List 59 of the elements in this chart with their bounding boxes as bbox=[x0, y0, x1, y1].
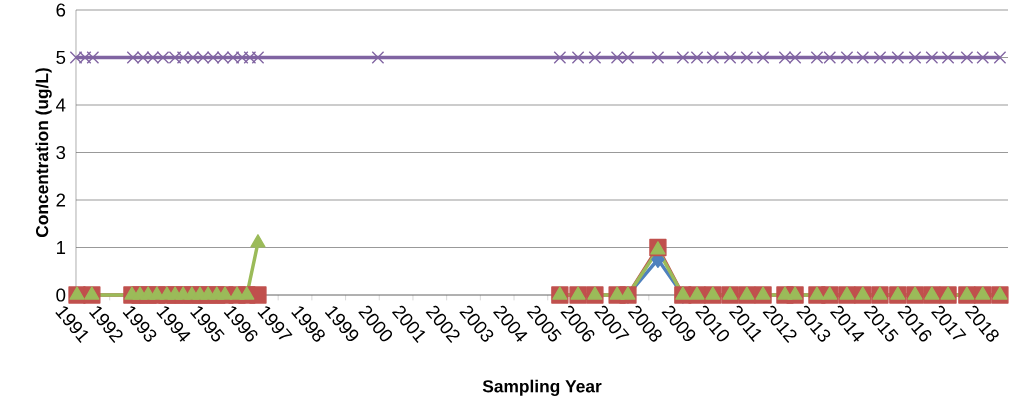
point bbox=[86, 51, 100, 64]
y-tick-label: 0 bbox=[56, 288, 66, 302]
point bbox=[705, 286, 721, 300]
point bbox=[907, 286, 923, 300]
point bbox=[976, 51, 990, 64]
point bbox=[588, 51, 602, 64]
point bbox=[706, 51, 720, 64]
point bbox=[249, 286, 267, 304]
point bbox=[651, 51, 665, 64]
point bbox=[856, 51, 870, 64]
point bbox=[809, 286, 825, 300]
point bbox=[250, 234, 266, 248]
point bbox=[739, 286, 755, 300]
point bbox=[84, 286, 100, 300]
point bbox=[723, 51, 737, 64]
point bbox=[925, 51, 939, 64]
y-tick-label: 6 bbox=[56, 3, 66, 17]
point bbox=[908, 51, 922, 64]
point bbox=[960, 51, 974, 64]
point bbox=[69, 286, 85, 300]
point bbox=[891, 51, 905, 64]
point bbox=[620, 286, 636, 300]
point bbox=[675, 286, 691, 300]
point bbox=[217, 286, 233, 300]
point bbox=[552, 286, 568, 300]
y-tick-label: 4 bbox=[56, 98, 66, 112]
point bbox=[890, 286, 906, 300]
y-tick-label: 1 bbox=[57, 241, 66, 254]
point bbox=[609, 286, 625, 300]
point bbox=[872, 286, 888, 300]
point bbox=[571, 51, 585, 64]
point bbox=[722, 286, 738, 300]
point bbox=[689, 286, 705, 300]
point bbox=[239, 286, 255, 300]
x-axis-title: Sampling Year bbox=[482, 379, 602, 396]
point bbox=[992, 286, 1008, 300]
point bbox=[924, 286, 940, 300]
y-tick-label: 5 bbox=[56, 50, 66, 65]
point bbox=[822, 286, 838, 300]
point bbox=[993, 51, 1007, 64]
point bbox=[959, 286, 975, 300]
point bbox=[855, 286, 871, 300]
point bbox=[941, 51, 955, 64]
point bbox=[873, 51, 887, 64]
point bbox=[787, 286, 803, 300]
point bbox=[756, 51, 770, 64]
point bbox=[839, 286, 855, 300]
point bbox=[940, 286, 956, 300]
point bbox=[570, 286, 586, 300]
point bbox=[371, 51, 385, 64]
point bbox=[553, 51, 567, 64]
point bbox=[755, 286, 771, 300]
y-axis-title: Concentration (ug/L) bbox=[35, 68, 52, 237]
y-tick-label: 2 bbox=[56, 193, 66, 207]
point bbox=[975, 286, 991, 300]
point bbox=[840, 51, 854, 64]
point bbox=[587, 286, 603, 300]
y-tick-label: 3 bbox=[56, 145, 66, 160]
point bbox=[740, 51, 754, 64]
